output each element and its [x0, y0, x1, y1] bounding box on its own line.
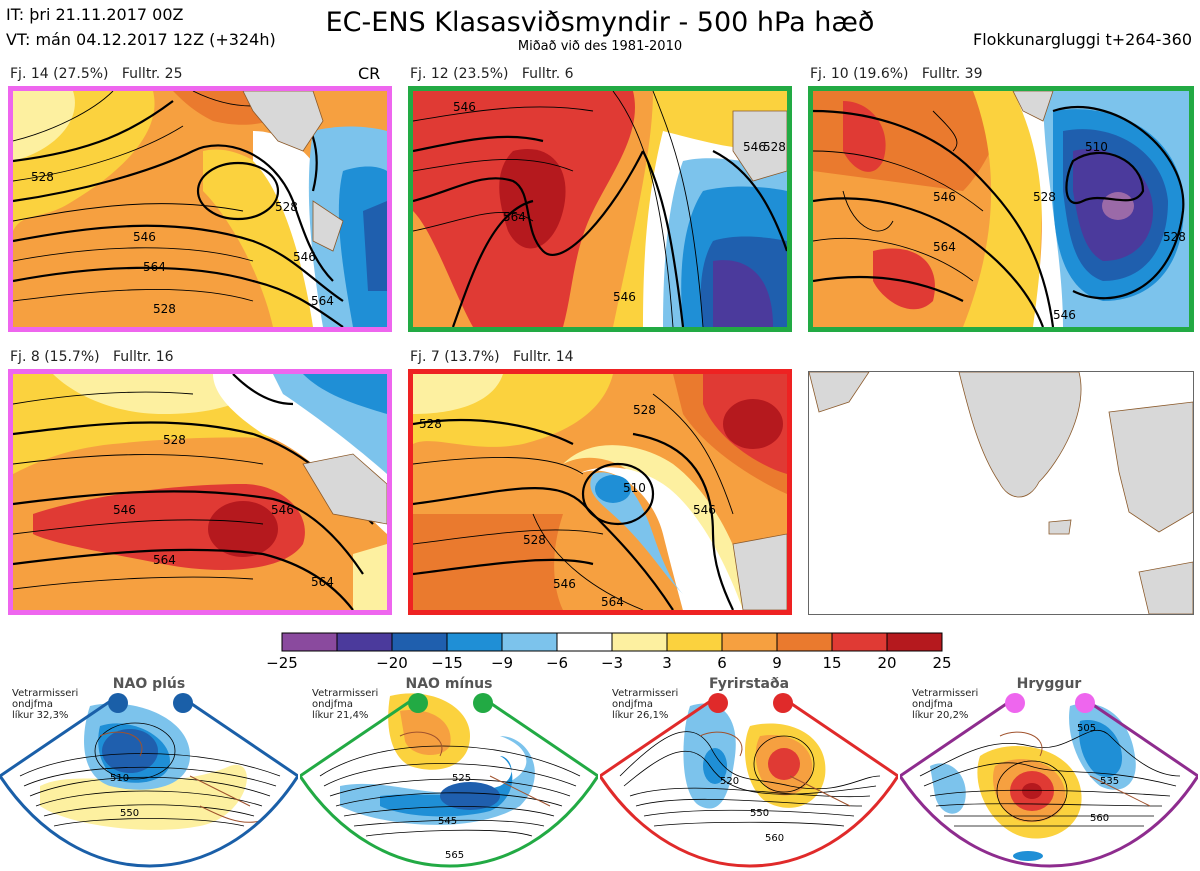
contour-label: 564: [143, 260, 166, 274]
colorbar-swatch: [446, 632, 503, 652]
colorbar-tick-label: 9: [772, 654, 782, 672]
cluster-1-flag: CR: [358, 64, 381, 83]
contour-label: 564: [311, 294, 334, 308]
colorbar-tick-label: 15: [822, 654, 842, 672]
cluster-1-label: Fj. 14 (27.5%) Fulltr. 25: [10, 66, 183, 82]
regime-contour-label: 550: [750, 808, 769, 819]
contour-label: 528: [31, 170, 54, 184]
colorbar-tick-label: −20: [376, 654, 408, 672]
contour-label: 564: [153, 553, 176, 567]
colorbar-swatch: [556, 632, 613, 652]
regime-name: Fyrirstaða: [708, 676, 790, 692]
regime-desc: Vetrarmisseri ondjfma líkur 21,4%: [312, 688, 379, 721]
contour-label: 510: [1085, 140, 1108, 154]
cluster-4-label: Fj. 8 (15.7%) Fulltr. 16: [10, 349, 174, 365]
regime-contour-label: 550: [120, 808, 139, 819]
colorbar-tick-label: 20: [877, 654, 897, 672]
regime-name: Hryggur: [1016, 676, 1082, 692]
regime-nao-plus: 510 550 NAO plús Vetrarmisseri ondjfma lík…: [0, 676, 298, 871]
colorbar-swatch: [281, 632, 338, 652]
regime-name: NAO plús: [112, 676, 186, 692]
colorbar-tick-label: −9: [490, 654, 514, 672]
colorbar-tick-label: 6: [717, 654, 727, 672]
cluster-4-map: 528 546 564 546 564: [8, 369, 392, 615]
cluster-3-label: Fj. 10 (19.6%) Fulltr. 39: [810, 66, 983, 82]
contour-label: 528: [763, 140, 786, 154]
colorbar-swatch: [776, 632, 833, 652]
cluster-2-map: 546 564 546 528 546: [408, 86, 792, 332]
contour-label: 564: [503, 210, 526, 224]
regime-blocking: 520 550 560 Fyrirstaða Vetrarmisseri ondj…: [600, 676, 898, 871]
colorbar-tick-label: −3: [600, 654, 624, 672]
colorbar-tick-label: 3: [662, 654, 672, 672]
colorbar-swatch: [666, 632, 723, 652]
regime-nao-minus: 525 545 565 NAO mínus Vetrarmisseri ondjf…: [300, 676, 598, 871]
colorbar-tick-label: −6: [545, 654, 569, 672]
page-title: EC-ENS Klasasviðsmyndir - 500 hPa hæð: [325, 7, 875, 38]
colorbar-swatch: [336, 632, 393, 652]
contour-label: 546: [743, 140, 766, 154]
colorbar-swatch: [886, 632, 943, 652]
contour-label: 546: [133, 230, 156, 244]
cluster-5-map: 528 510 528 546 528 546 564: [408, 369, 792, 615]
colorbar-swatch: [501, 632, 558, 652]
contour-label: 564: [601, 595, 624, 609]
contour-label: 546: [271, 503, 294, 517]
regime-contour-label: 560: [765, 833, 784, 844]
initial-time: IT: þri 21.11.2017 00Z: [6, 5, 184, 24]
contour-label: 564: [311, 575, 334, 589]
colorbar-swatch: [831, 632, 888, 652]
regime-contour-label: 510: [110, 773, 129, 784]
contour-label: 546: [453, 100, 476, 114]
colorbar-tick-label: −15: [431, 654, 463, 672]
colorbar-swatch: [611, 632, 668, 652]
climatology-subtitle: Miðað við des 1981-2010: [517, 39, 683, 54]
regime-contour-label: 505: [1077, 723, 1096, 734]
contour-label: 528: [633, 403, 656, 417]
contour-label: 546: [1053, 308, 1076, 322]
contour-label: 564: [933, 240, 956, 254]
cluster-3-map: 546 528 564 546 510 528: [808, 86, 1194, 332]
contour-label: 546: [293, 250, 316, 264]
contour-label: 546: [113, 503, 136, 517]
contour-label: 528: [1163, 230, 1186, 244]
cluster-window: Flokkunargluggi t+264-360: [973, 30, 1192, 49]
regime-contour-label: 560: [1090, 813, 1109, 824]
cluster-2-label: Fj. 12 (23.5%) Fulltr. 6: [410, 66, 574, 82]
contour-label: 528: [523, 533, 546, 547]
regime-contour-label: 535: [1100, 776, 1119, 787]
contour-label: 528: [163, 433, 186, 447]
regime-name: NAO mínus: [405, 676, 493, 692]
regime-contour-label: 520: [720, 776, 739, 787]
regime-contour-label: 565: [445, 850, 464, 861]
colorbar-tick-label: 25: [932, 654, 952, 672]
regime-contour-label: 545: [438, 816, 457, 827]
colorbar: [281, 632, 943, 652]
valid-time: VT: mán 04.12.2017 12Z (+324h): [6, 30, 276, 49]
contour-label: 528: [1033, 190, 1056, 204]
contour-label: 546: [553, 577, 576, 591]
contour-label: 546: [933, 190, 956, 204]
cluster-1-map: 528 546 564 546 528 564 528: [8, 86, 392, 332]
contour-label: 528: [153, 302, 176, 316]
regime-desc: Vetrarmisseri ondjfma líkur 26,1%: [612, 688, 679, 721]
base-map: [808, 371, 1194, 615]
contour-label: 528: [275, 200, 298, 214]
colorbar-swatch: [391, 632, 448, 652]
contour-label: 510: [623, 481, 646, 495]
colorbar-swatch: [721, 632, 778, 652]
regime-desc: Vetrarmisseri ondjfma líkur 20,2%: [912, 688, 979, 721]
contour-label: 528: [419, 417, 442, 431]
regime-contour-label: 525: [452, 773, 471, 784]
contour-label: 546: [613, 290, 636, 304]
regime-desc: Vetrarmisseri ondjfma líkur 32,3%: [12, 688, 79, 721]
regime-ridge: 505 535 560 Hryggur Vetrarmisseri ondjfma…: [900, 676, 1198, 871]
contour-label: 546: [693, 503, 716, 517]
colorbar-tick-label: −25: [266, 654, 298, 672]
cluster-5-label: Fj. 7 (13.7%) Fulltr. 14: [410, 349, 574, 365]
